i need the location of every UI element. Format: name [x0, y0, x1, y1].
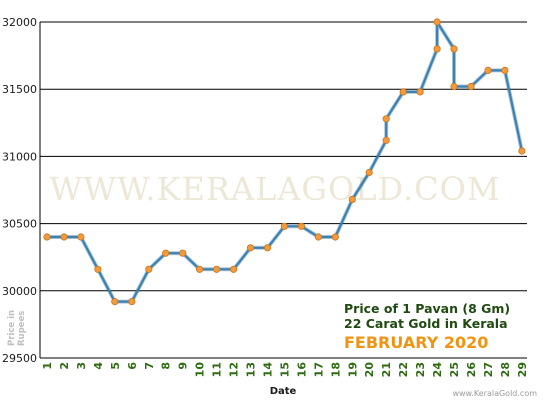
data-point: [280, 222, 288, 230]
x-tick-label: 15: [278, 362, 291, 377]
x-tick-label: 28: [499, 362, 512, 377]
y-axis-label-line-1: Price in: [7, 310, 17, 346]
x-tick-label: 23: [414, 362, 427, 377]
x-tick-label: 7: [143, 362, 156, 370]
data-point: [501, 66, 509, 75]
x-tick-label: 3: [75, 362, 88, 370]
data-point: [433, 45, 441, 53]
x-tick-label: 17: [312, 362, 325, 377]
x-tick-label: 12: [228, 362, 241, 377]
site-credit: www.KeralaGold.com: [452, 389, 537, 398]
y-axis-ticks: 29500 30000 30500 31000 31500 32000: [2, 16, 37, 365]
x-tick-label: 21: [380, 362, 393, 377]
data-point: [450, 82, 458, 91]
data-point: [246, 244, 255, 252]
x-tick-label: 5: [109, 362, 122, 370]
data-point: [111, 297, 119, 306]
data-point: [60, 233, 68, 241]
data-point: [399, 88, 407, 96]
chart-title-line-1: Price of 1 Pavan (8 Gm): [344, 301, 510, 316]
y-axis-label-line-2: Rupees: [17, 311, 27, 346]
data-point: [314, 233, 322, 241]
data-point: [213, 265, 221, 273]
data-point: [484, 66, 492, 75]
data-point: [43, 233, 51, 241]
data-point: [94, 265, 102, 273]
data-point: [263, 244, 272, 252]
x-tick-label: 10: [194, 362, 207, 378]
y-tick-label: 29500: [2, 352, 37, 365]
x-tick-label: 27: [482, 362, 495, 377]
y-tick-label: 31500: [2, 83, 37, 96]
x-tick-label: 29: [516, 362, 529, 377]
x-tick-label: 24: [431, 362, 444, 378]
x-tick-label: 1: [41, 362, 54, 370]
chart-subtitle: FEBRUARY 2020: [344, 333, 488, 352]
x-tick-label: 4: [92, 362, 105, 370]
data-point: [297, 222, 305, 230]
data-point: [467, 82, 475, 91]
y-axis-label: Price in Rupees: [7, 310, 27, 346]
y-tick-label: 30500: [2, 218, 37, 231]
x-axis-ticks: 1 2 3 4 5 6 7 8 9 10 11 12 13 14 15 16 17 18 19 20 21 22 23 24 2…: [41, 362, 529, 378]
x-tick-label: 2: [58, 362, 71, 370]
data-point: [433, 18, 441, 26]
x-tick-label: 16: [295, 362, 308, 378]
x-tick-label: 26: [465, 362, 478, 378]
data-point: [162, 249, 170, 257]
x-tick-label: 6: [126, 362, 139, 370]
data-point: [331, 233, 339, 241]
series-layer: [43, 18, 526, 306]
x-tick-label: 8: [160, 362, 173, 370]
x-axis-label: Date: [270, 386, 297, 397]
x-tick-label: 11: [211, 362, 224, 377]
data-point: [382, 115, 390, 123]
x-tick-label: 19: [346, 362, 359, 377]
data-point: [77, 233, 85, 241]
data-point: [145, 265, 153, 273]
y-tick-label: 31000: [2, 150, 37, 163]
data-point: [416, 88, 424, 96]
data-point: [230, 265, 238, 273]
data-point: [518, 147, 526, 155]
series-line: [47, 20, 523, 303]
x-tick-label: 25: [448, 362, 461, 377]
data-point: [128, 297, 136, 306]
chart-title-line-2: 22 Carat Gold in Kerala: [344, 316, 508, 331]
x-tick-label: 18: [329, 362, 342, 377]
x-tick-label: 22: [397, 362, 410, 377]
x-tick-label: 9: [177, 362, 190, 370]
y-tick-label: 30000: [2, 285, 37, 298]
x-tick-label: 14: [261, 362, 274, 378]
data-point: [450, 45, 458, 53]
y-tick-label: 32000: [2, 16, 37, 29]
data-point: [348, 195, 356, 203]
data-point: [179, 249, 187, 257]
x-tick-label: 13: [245, 362, 258, 377]
data-point: [365, 168, 373, 177]
data-point: [382, 136, 390, 144]
watermark: WWW.KERALAGOLD.COM: [49, 170, 500, 208]
data-point: [196, 265, 204, 273]
x-tick-label: 20: [363, 362, 376, 378]
